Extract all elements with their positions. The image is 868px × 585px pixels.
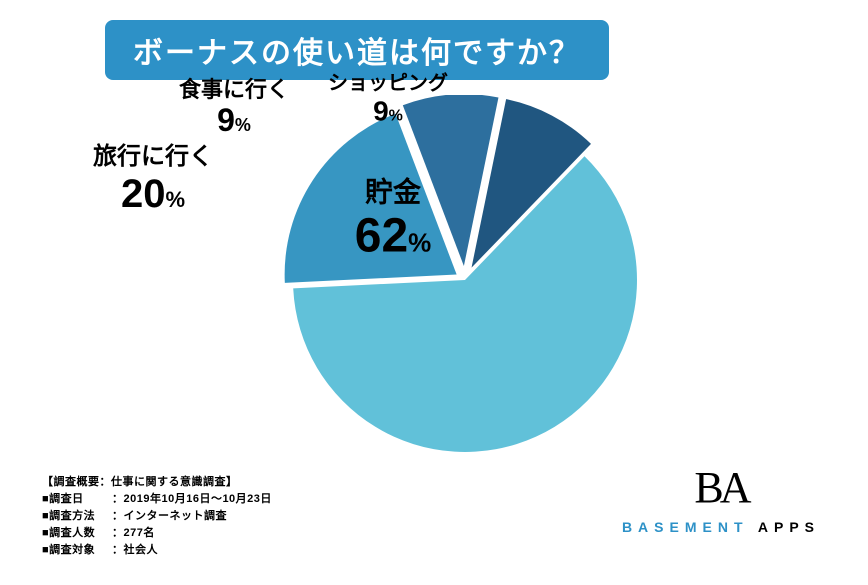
slice-label-shopping: ショッピング 9% [328, 72, 448, 127]
slice-label-travel: 旅行に行く 20% [93, 143, 213, 217]
slice-percent: 20% [121, 194, 185, 211]
slice-percent: 62% [355, 239, 432, 256]
logo-mark: BA [622, 462, 820, 513]
survey-key: ■調査方法 [42, 508, 112, 525]
title-banner: ボーナスの使い道は何ですか？ [105, 20, 609, 80]
survey-key: ■調査人数 [42, 525, 112, 542]
pie-svg [280, 95, 650, 465]
slice-percent: 9% [373, 107, 403, 124]
logo-word-2: APPS [758, 519, 820, 535]
survey-header: 【調査概要：仕事に関する意識調査】 [42, 474, 272, 491]
survey-value: ：社会人 [112, 542, 158, 559]
logo-wordmark: BASEMENT APPS [622, 519, 820, 535]
survey-row: ■調査人数：277名 [42, 525, 272, 542]
survey-value: ：277名 [112, 525, 155, 542]
survey-value: ：2019年10月16日～10月23日 [112, 491, 272, 508]
slice-label-savings: 貯金 62% [355, 176, 432, 263]
pie-chart [280, 95, 650, 465]
logo-word-1: BASEMENT [622, 519, 749, 535]
slice-label-dining: 食事に行く 9% [179, 77, 289, 139]
survey-meta: 【調査概要：仕事に関する意識調査】 ■調査日：2019年10月16日～10月23… [42, 474, 272, 559]
survey-row: ■調査日：2019年10月16日～10月23日 [42, 491, 272, 508]
survey-row: ■調査対象：社会人 [42, 542, 272, 559]
survey-key: ■調査対象 [42, 542, 112, 559]
footer-logo: BA BASEMENT APPS [622, 462, 820, 535]
slice-name: 旅行に行く [93, 143, 213, 171]
slice-name: 貯金 [355, 176, 432, 208]
survey-key: ■調査日 [42, 491, 112, 508]
slice-name: ショッピング [328, 72, 448, 95]
survey-value: ：インターネット調査 [112, 508, 227, 525]
slice-percent: 9% [217, 118, 251, 135]
slice-name: 食事に行く [179, 77, 289, 102]
survey-row: ■調査方法：インターネット調査 [42, 508, 272, 525]
survey-rows: ■調査日：2019年10月16日～10月23日■調査方法：インターネット調査■調… [42, 491, 272, 559]
